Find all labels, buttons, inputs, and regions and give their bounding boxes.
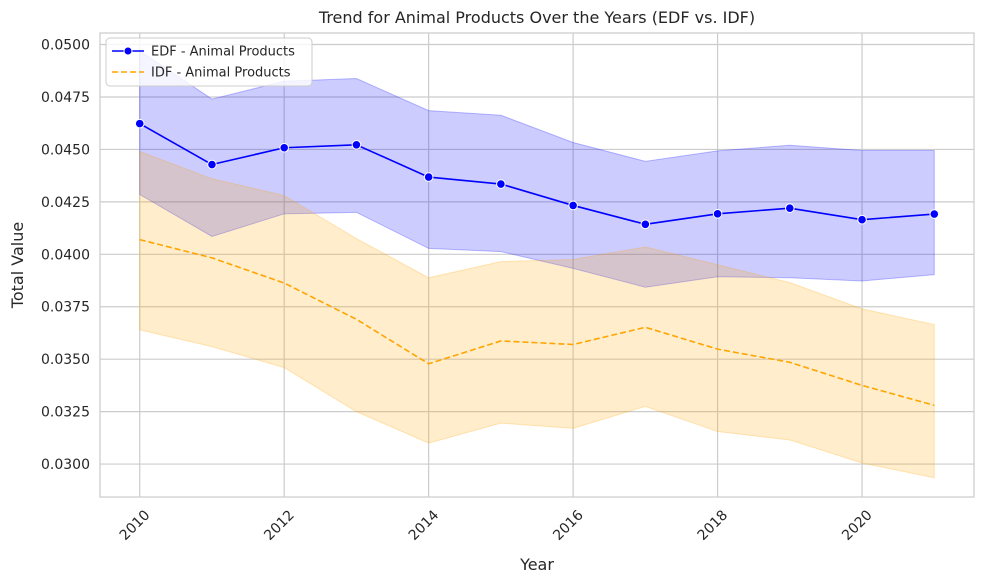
legend-label-0: EDF - Animal Products [151,45,295,60]
data-point [207,159,217,170]
data-point [857,214,867,225]
data-point [496,179,506,189]
series-band-1 [139,150,935,479]
chart-title: Trend for Animal Products Over the Years… [318,8,755,27]
data-point [351,140,362,150]
legend: EDF - Animal Products IDF - Animal Produc… [105,37,313,87]
grid-lines [100,33,974,497]
y-tick-label: 0.0450 [41,142,90,158]
y-axis-ticks: 0.0300 0.0325 0.0350 0.0375 0.0400 0.0425 0.04… [41,38,90,474]
series-line-1 [139,238,935,407]
series-lines [139,122,935,407]
data-point [423,172,434,182]
y-tick-label: 0.0400 [41,247,90,263]
legend-label-1: IDF - Animal Products [151,66,291,81]
y-tick-label: 0.0500 [41,38,90,54]
series-markers [134,118,940,230]
data-point [640,219,651,230]
y-tick-label: 0.0475 [41,90,90,106]
series-band-0 [139,49,935,288]
y-axis-label: Total Value [8,222,27,309]
y-tick-label: 0.0300 [41,457,90,473]
y-tick-label: 0.0350 [41,352,90,368]
data-point [568,200,578,211]
data-point [929,209,940,219]
y-tick-label: 0.0425 [41,195,90,211]
data-point [785,203,795,213]
series-line-0 [139,122,935,226]
y-tick-label: 0.0375 [41,300,90,316]
data-point [712,209,723,219]
data-point [279,142,289,153]
legend-marker-0 [123,46,133,56]
plot-frame [99,32,975,498]
x-axis-label: Year [519,555,554,574]
legend-box [105,37,313,87]
y-tick-label: 0.0325 [41,405,90,421]
confidence-bands [139,49,935,479]
data-point [134,118,145,129]
